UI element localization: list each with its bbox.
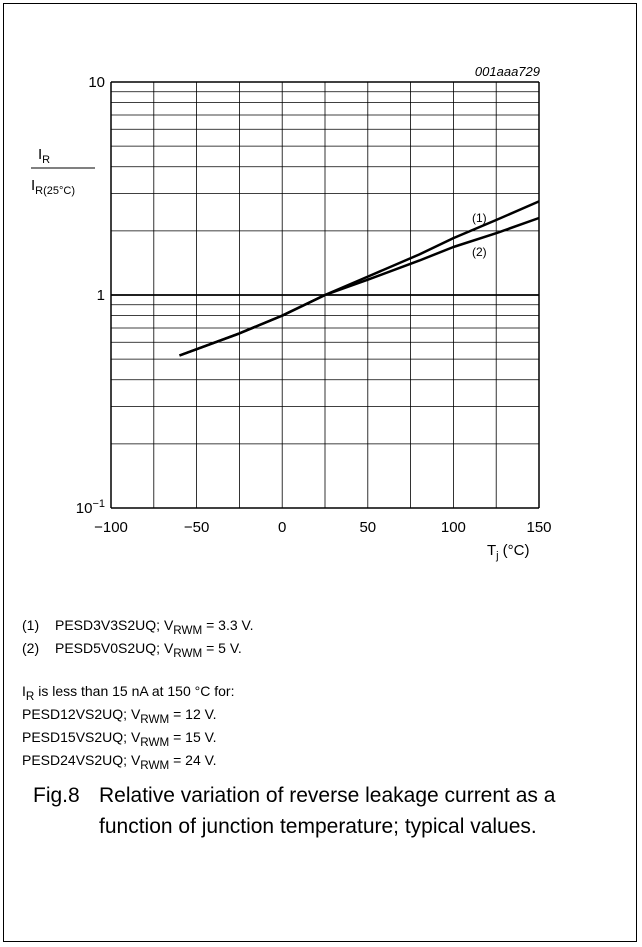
figure-caption: Fig.8 Relative variation of reverse leaka…	[33, 780, 579, 842]
x-axis-label: Tj (°C)	[487, 542, 529, 562]
chart-labels: (1) (2) −100 −50 0 50 100 150 10 1 10−1	[76, 74, 552, 536]
device-line: PESD12VS2UQ; VRWM = 12 V.	[22, 706, 217, 726]
leakage-statement: IR is less than 15 nA at 150 °C for:	[22, 683, 235, 703]
series-label-2: (2)	[472, 245, 487, 259]
device-line: PESD15VS2UQ; VRWM = 15 V.	[22, 729, 217, 749]
y-tick-label: 10−1	[76, 498, 105, 517]
x-tick-label: 150	[526, 519, 551, 536]
notes-block: (1) PESD3V3S2UQ; VRWM = 3.3 V. (2) PESD5V0…	[22, 614, 253, 772]
y-tick-label: 10	[88, 74, 105, 91]
y-axis-label: IR IR(25°C)	[31, 146, 95, 197]
chart-series	[179, 200, 540, 357]
device-line: PESD24VS2UQ; VRWM = 24 V.	[22, 752, 217, 772]
figure-number: Fig.8	[33, 784, 80, 807]
legend-note-1: (1) PESD3V3S2UQ; VRWM = 3.3 V.	[22, 617, 254, 637]
y-tick-label: 1	[97, 287, 105, 304]
svg-text:IR: IR	[38, 146, 50, 166]
caption-text: Relative variation of reverse leakage cu…	[99, 784, 556, 838]
series-label-1: (1)	[472, 211, 487, 225]
series-line-2	[179, 216, 540, 357]
x-tick-label: 50	[359, 519, 376, 536]
x-tick-label: −50	[184, 519, 209, 536]
x-tick-label: −100	[94, 519, 128, 536]
figure-id: 001aaa729	[475, 64, 540, 79]
x-tick-label: 0	[278, 519, 286, 536]
legend-note-2: (2) PESD5V0S2UQ; VRWM = 5 V.	[22, 640, 242, 660]
x-tick-label: 100	[441, 519, 466, 536]
svg-text:IR(25°C): IR(25°C)	[31, 177, 75, 197]
svg-text:Tj(°C): Tj (°C)	[487, 542, 529, 562]
figure-frame	[3, 3, 637, 942]
